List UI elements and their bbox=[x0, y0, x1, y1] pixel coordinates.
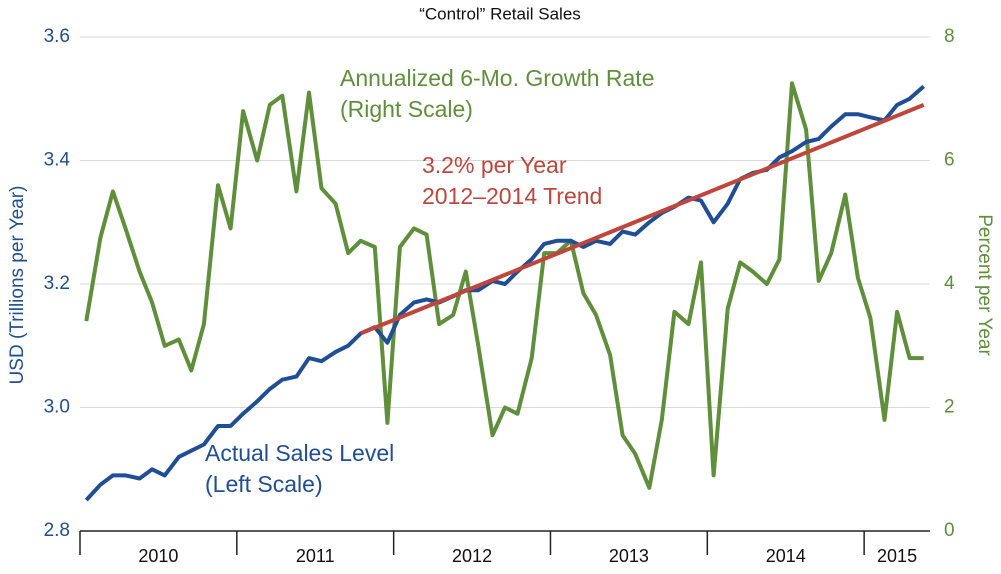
y-tick-label: 3.2 bbox=[44, 273, 70, 294]
y-axis-title: USD (Trillions per Year) bbox=[7, 186, 28, 385]
y-tick-label: 3.4 bbox=[44, 150, 71, 171]
x-tick-label: 2011 bbox=[296, 546, 335, 566]
x-tick-label: 2013 bbox=[609, 546, 649, 566]
y-tick-label: 2.8 bbox=[44, 520, 70, 541]
y2-tick-label: 0 bbox=[944, 520, 955, 541]
annotation: Annualized 6-Mo. Growth Rate bbox=[340, 65, 655, 91]
y-tick-label: 3.0 bbox=[44, 397, 70, 418]
x-tick-label: 2010 bbox=[138, 546, 178, 566]
annotation: 2012–2014 Trend bbox=[422, 183, 602, 209]
x-tick-label: 2015 bbox=[877, 546, 917, 566]
y2-tick-label: 8 bbox=[944, 26, 955, 47]
series-line bbox=[84, 84, 926, 502]
annotation: Actual Sales Level bbox=[205, 440, 394, 466]
y-tick-label: 3.6 bbox=[44, 26, 70, 47]
series-line bbox=[84, 81, 924, 490]
y2-axis-title: Percent per Year bbox=[974, 214, 995, 356]
annotation: (Right Scale) bbox=[340, 96, 473, 122]
x-tick-label: 2012 bbox=[452, 546, 492, 566]
series-line bbox=[359, 103, 925, 336]
chart-title: “Control” Retail Sales bbox=[419, 4, 581, 23]
x-tick-label: 2014 bbox=[766, 546, 806, 566]
annotation: (Left Scale) bbox=[205, 471, 323, 497]
y2-tick-label: 2 bbox=[944, 397, 955, 418]
y2-tick-label: 4 bbox=[944, 273, 955, 294]
annotation: 3.2% per Year bbox=[422, 152, 567, 178]
y2-tick-label: 6 bbox=[944, 150, 955, 171]
